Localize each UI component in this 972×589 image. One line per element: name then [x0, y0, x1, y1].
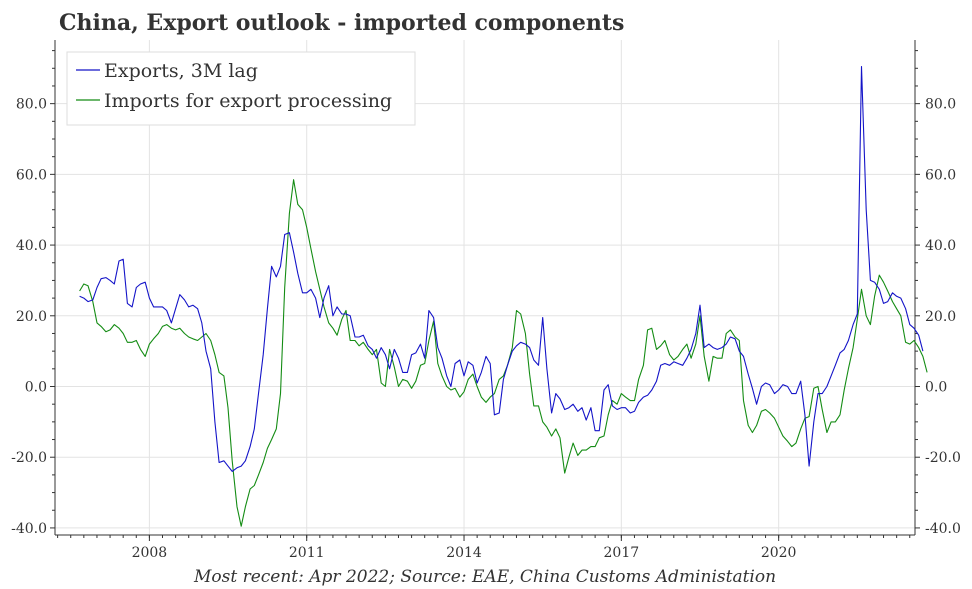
y-tick-label-right: 0.0: [925, 380, 947, 396]
y-tick-label-left: 40.0: [16, 238, 47, 254]
legend: Exports, 3M lag Imports for export proce…: [66, 51, 416, 126]
legend-box: [66, 51, 416, 126]
y-tick-label-right: -20.0: [925, 450, 961, 466]
y-tick-label-right: 40.0: [925, 238, 956, 254]
x-tick-label: 2008: [132, 545, 168, 561]
legend-label-imports: Imports for export processing: [104, 90, 392, 112]
series-line-imports: [79, 179, 928, 527]
source-note: Most recent: Apr 2022; Source: EAE, Chin…: [193, 567, 776, 587]
y-tick-label-right: 80.0: [925, 97, 956, 113]
y-tick-label-left: -20.0: [11, 450, 47, 466]
y-tick-label-left: 60.0: [16, 167, 47, 183]
y-tick-label-left: 80.0: [16, 97, 47, 113]
series-layer: [79, 65, 928, 527]
y-tick-label-left: -40.0: [11, 521, 47, 537]
x-tick-label: 2017: [604, 545, 640, 561]
y-tick-label-right: 60.0: [925, 167, 956, 183]
y-tick-label-left: 20.0: [16, 309, 47, 325]
y-tick-label-right: 20.0: [925, 309, 956, 325]
x-tick-label: 2011: [289, 545, 325, 561]
axes: -40.0 -40.0 -20.0 -20.0 0.0 0.0 20.0 20.0 40.0 40…: [11, 40, 961, 561]
legend-label-exports: Exports, 3M lag: [104, 60, 258, 82]
y-tick-label-right: -40.0: [925, 521, 961, 537]
x-tick-label: 2020: [761, 545, 797, 561]
series-line-exports: [79, 65, 924, 472]
y-tick-label-left: 0.0: [25, 380, 47, 396]
chart-title: China, Export outlook - imported compone…: [59, 10, 624, 36]
x-tick-label: 2014: [446, 545, 482, 561]
